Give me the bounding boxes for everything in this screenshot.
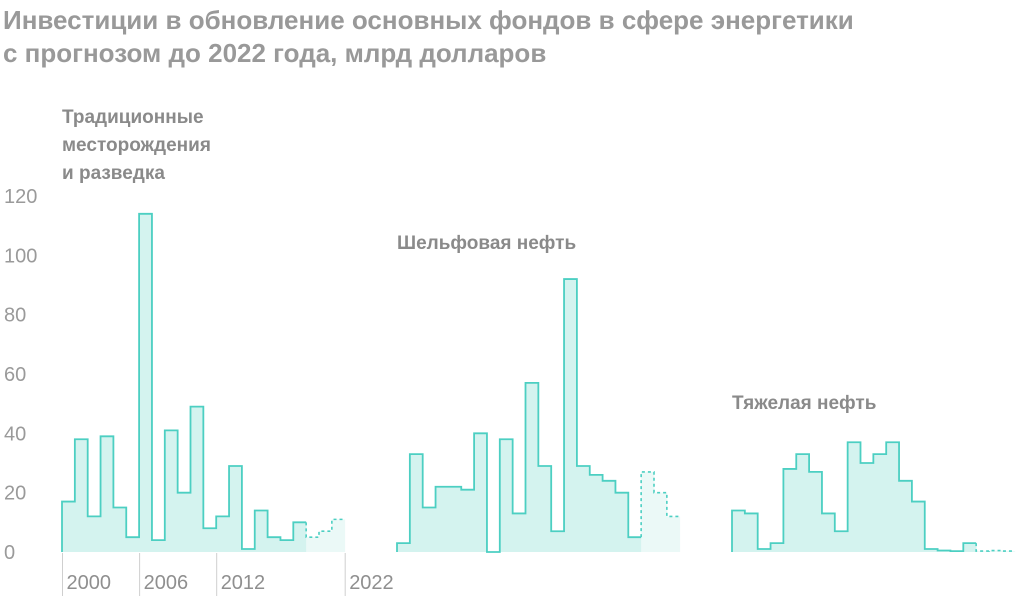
bar-2015 bbox=[254, 510, 268, 552]
panel-3: Тяжелая нефть bbox=[731, 393, 1016, 553]
bar-2019 bbox=[641, 471, 655, 552]
bar-2017 bbox=[615, 492, 629, 552]
bar-2015 bbox=[924, 549, 938, 552]
bar-2003 bbox=[435, 486, 449, 552]
bar-2008 bbox=[499, 439, 514, 552]
bar-2004 bbox=[783, 468, 797, 552]
y-tick-label: 0 bbox=[4, 542, 15, 564]
bar-2010 bbox=[860, 463, 874, 552]
bar-2004 bbox=[448, 486, 462, 552]
bar-2007 bbox=[821, 513, 836, 552]
x-tick-label: 2006 bbox=[144, 572, 189, 594]
bar-2001 bbox=[409, 454, 424, 552]
bar-2005 bbox=[461, 489, 475, 552]
bar-2016 bbox=[267, 537, 281, 552]
bar-2002 bbox=[87, 516, 101, 552]
y-tick-label: 80 bbox=[4, 305, 26, 327]
bar-2020 bbox=[989, 550, 1003, 552]
bar-2019 bbox=[306, 537, 320, 552]
panel-label-line: Тяжелая нефть bbox=[732, 393, 876, 414]
chart-title: Инвестиции в обновление основных фондов … bbox=[3, 4, 1013, 70]
x-tick-label: 2012 bbox=[221, 572, 266, 594]
x-tick-label: 2000 bbox=[67, 572, 112, 594]
bar-2021 bbox=[331, 519, 346, 552]
bar-2001 bbox=[74, 439, 89, 552]
y-tick-label: 100 bbox=[4, 245, 37, 267]
bar-2018 bbox=[963, 543, 977, 552]
series-line-actual bbox=[61, 212, 307, 552]
bar-2006 bbox=[474, 433, 488, 552]
bar-2011 bbox=[873, 454, 887, 552]
series-line-forecast bbox=[975, 543, 1015, 552]
bar-2004 bbox=[113, 507, 127, 552]
bar-2012 bbox=[886, 442, 900, 552]
panel-label-line: Традиционные bbox=[62, 107, 204, 128]
y-tick-label: 40 bbox=[4, 423, 26, 445]
series-line-actual bbox=[731, 441, 977, 553]
bar-2012 bbox=[216, 516, 230, 552]
panel-label-line: и разведка bbox=[62, 163, 165, 184]
bar-2002 bbox=[757, 549, 771, 552]
bar-2009 bbox=[177, 492, 191, 552]
bar-2005 bbox=[126, 537, 140, 552]
bar-2003 bbox=[100, 436, 114, 552]
bar-2015 bbox=[589, 474, 603, 552]
panel-2: Шельфовая нефть bbox=[396, 233, 681, 553]
title-line-1: Инвестиции в обновление основных фондов … bbox=[3, 5, 854, 35]
y-axis: 0 20 40 60 80 100 120 bbox=[4, 186, 37, 564]
bar-2005 bbox=[796, 454, 810, 552]
bar-2013 bbox=[564, 279, 578, 552]
y-tick-label: 20 bbox=[4, 483, 26, 505]
series-line-forecast bbox=[305, 518, 345, 538]
bar-2002 bbox=[422, 507, 436, 552]
bar-2017 bbox=[280, 540, 294, 552]
bar-2020 bbox=[654, 492, 668, 552]
bar-2021 bbox=[666, 516, 681, 552]
x-axis: 2000 2006 2012 2022 bbox=[62, 553, 394, 596]
y-tick-label: 120 bbox=[4, 186, 37, 208]
bar-2000 bbox=[732, 510, 746, 552]
x-tick-label: 2022 bbox=[349, 572, 394, 594]
bar-2011 bbox=[538, 465, 552, 552]
bar-2018 bbox=[293, 522, 307, 552]
bar-2021 bbox=[1001, 551, 1016, 552]
bar-2003 bbox=[770, 543, 784, 552]
bar-2006 bbox=[809, 471, 823, 552]
bar-2014 bbox=[576, 465, 591, 552]
bar-2001 bbox=[744, 513, 759, 552]
bar-2006 bbox=[139, 213, 153, 553]
bar-2007 bbox=[151, 540, 166, 552]
bar-2020 bbox=[319, 531, 333, 552]
bar-2008 bbox=[834, 531, 849, 552]
y-tick-label: 60 bbox=[4, 364, 26, 386]
panels: Традиционные месторождения и разведка Шельф… bbox=[61, 107, 1016, 553]
series-line-actual bbox=[396, 278, 642, 553]
bar-2018 bbox=[628, 537, 642, 552]
bar-2009 bbox=[512, 513, 526, 552]
series-line-forecast bbox=[640, 471, 680, 538]
bar-2000 bbox=[62, 501, 76, 552]
bar-2013 bbox=[899, 480, 913, 552]
bar-2014 bbox=[911, 501, 926, 552]
bar-2011 bbox=[203, 528, 217, 552]
bar-2010 bbox=[190, 406, 204, 552]
panel-label-line: месторождения bbox=[62, 135, 211, 156]
bar-2013 bbox=[229, 465, 243, 552]
bar-2014 bbox=[241, 549, 256, 552]
title-line-2: с прогнозом до 2022 года, млрд долларов bbox=[3, 38, 547, 68]
bar-2009 bbox=[847, 442, 861, 552]
panel-1: Традиционные месторождения и разведка bbox=[61, 107, 346, 553]
bar-2008 bbox=[164, 430, 179, 552]
bar-2000 bbox=[397, 543, 411, 552]
bar-2012 bbox=[551, 531, 565, 552]
bar-2016 bbox=[602, 480, 616, 552]
panel-label-line: Шельфовая нефть bbox=[397, 233, 576, 254]
bar-2010 bbox=[525, 382, 539, 552]
